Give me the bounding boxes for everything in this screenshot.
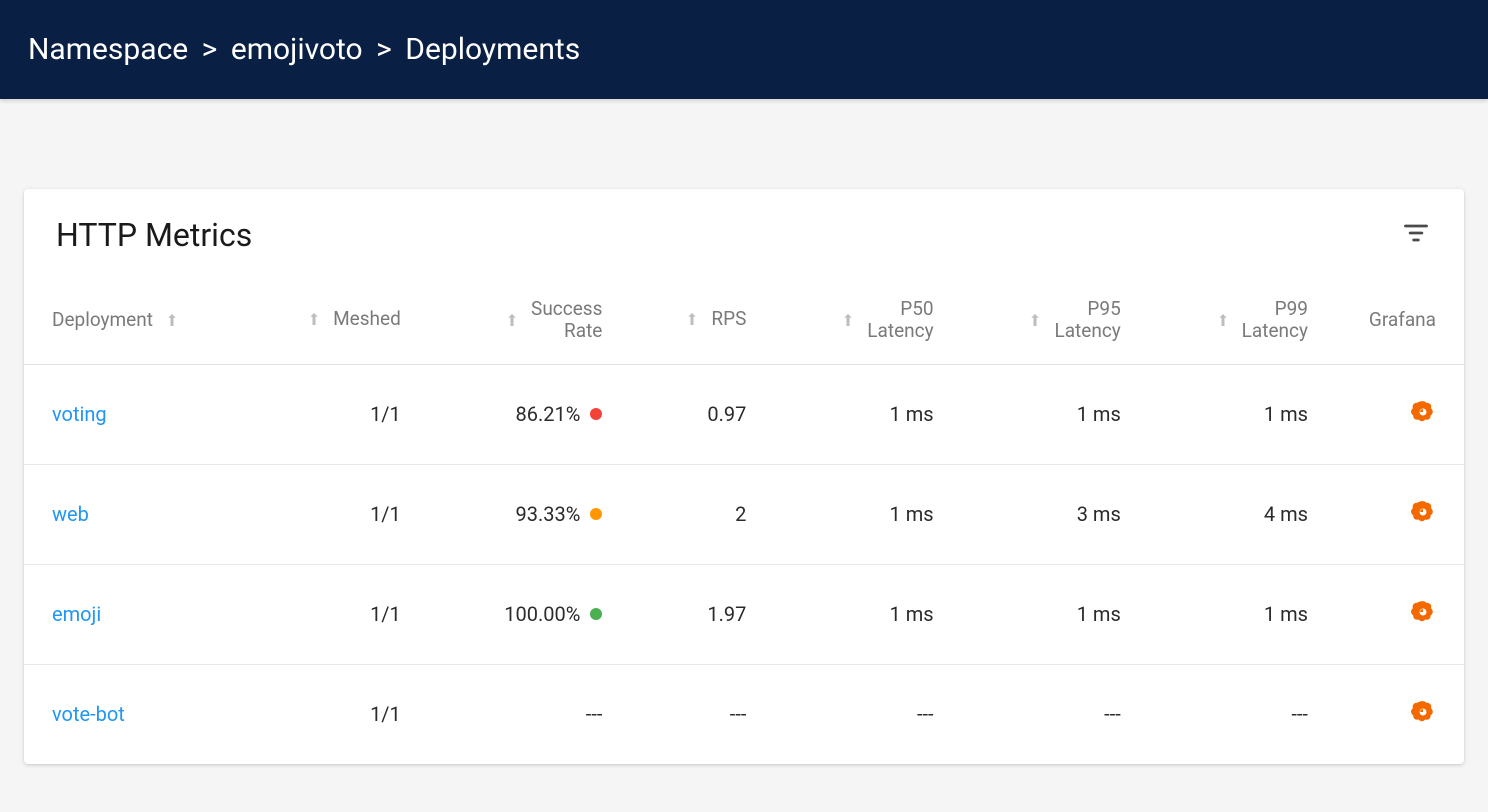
cell-rps: 0.97	[614, 364, 758, 464]
cell-p99: 1 ms	[1133, 564, 1320, 664]
deployment-link[interactable]: voting	[52, 402, 107, 426]
cell-p50: 1 ms	[758, 464, 945, 564]
card-title: HTTP Metrics	[56, 216, 252, 254]
cell-p99: ---	[1133, 664, 1320, 764]
status-dot-icon	[590, 408, 602, 420]
breadcrumb-deployments[interactable]: Deployments	[405, 32, 580, 67]
grafana-icon	[1410, 499, 1436, 530]
col-label: Meshed	[333, 307, 401, 330]
success-rate-value: 86.21%	[516, 402, 581, 426]
col-p99[interactable]: P99 Latency	[1133, 280, 1320, 364]
col-label: Success	[531, 298, 602, 320]
cell-meshed: 1/1	[269, 564, 413, 664]
success-rate-value: 93.33%	[516, 502, 581, 526]
col-label: Deployment	[52, 308, 153, 331]
cell-meshed: 1/1	[269, 664, 413, 764]
http-metrics-card: HTTP Metrics	[24, 189, 1464, 764]
col-label: Rate	[564, 320, 602, 342]
deployment-link[interactable]: emoji	[52, 602, 101, 626]
success-rate-value: 100.00%	[504, 602, 580, 626]
grafana-icon	[1410, 399, 1436, 430]
sort-arrow-icon	[1026, 311, 1044, 329]
cell-meshed: 1/1	[269, 364, 413, 464]
status-dot-icon	[590, 508, 602, 520]
sort-arrow-icon	[839, 311, 857, 329]
table-row: voting 1/1 86.21% 0.97 1 ms 1 ms 1 ms	[24, 364, 1464, 464]
breadcrumb-emojivoto[interactable]: emojivoto	[231, 32, 363, 67]
cell-p99: 1 ms	[1133, 364, 1320, 464]
sort-arrow-icon	[503, 311, 521, 329]
cell-p50: 1 ms	[758, 364, 945, 464]
page-content: HTTP Metrics	[0, 99, 1488, 788]
sort-arrow-icon	[1214, 311, 1232, 329]
cell-p95: ---	[946, 664, 1133, 764]
col-label: P99	[1275, 298, 1308, 320]
col-meshed[interactable]: Meshed	[269, 280, 413, 364]
col-p50[interactable]: P50 Latency	[758, 280, 945, 364]
cell-success-rate: 86.21%	[413, 364, 615, 464]
deployment-link[interactable]: web	[52, 502, 89, 526]
table-row: emoji 1/1 100.00% 1.97 1 ms 1 ms 1 ms	[24, 564, 1464, 664]
grafana-link[interactable]	[1410, 499, 1436, 530]
cell-rps: 2	[614, 464, 758, 564]
col-label: Latency	[867, 320, 933, 342]
cell-p99: 4 ms	[1133, 464, 1320, 564]
cell-success-rate: ---	[413, 664, 615, 764]
grafana-link[interactable]	[1410, 599, 1436, 630]
grafana-link[interactable]	[1410, 699, 1436, 730]
col-success-rate[interactable]: Success Rate	[413, 280, 615, 364]
filter-icon	[1402, 219, 1430, 250]
cell-p95: 3 ms	[946, 464, 1133, 564]
col-label: P50	[900, 298, 933, 320]
grafana-icon	[1410, 599, 1436, 630]
filter-button[interactable]	[1396, 213, 1436, 256]
col-grafana: Grafana	[1320, 280, 1464, 364]
breadcrumb-namespace[interactable]: Namespace	[28, 32, 188, 67]
cell-p95: 1 ms	[946, 364, 1133, 464]
sort-arrow-icon	[683, 310, 701, 328]
col-label: P95	[1087, 298, 1120, 320]
cell-success-rate: 100.00%	[413, 564, 615, 664]
grafana-icon	[1410, 699, 1436, 730]
col-deployment[interactable]: Deployment	[24, 280, 269, 364]
breadcrumb-sep: >	[202, 32, 218, 67]
sort-arrow-icon	[305, 310, 323, 328]
grafana-link[interactable]	[1410, 399, 1436, 430]
table-row: web 1/1 93.33% 2 1 ms 3 ms 4 ms	[24, 464, 1464, 564]
col-label: Grafana	[1369, 308, 1436, 331]
col-rps[interactable]: RPS	[614, 280, 758, 364]
col-label: Latency	[1054, 320, 1120, 342]
col-p95[interactable]: P95 Latency	[946, 280, 1133, 364]
col-label: Latency	[1242, 320, 1308, 342]
cell-success-rate: 93.33%	[413, 464, 615, 564]
table-row: vote-bot 1/1 --- --- --- --- ---	[24, 664, 1464, 764]
deployment-link[interactable]: vote-bot	[52, 702, 125, 726]
cell-meshed: 1/1	[269, 464, 413, 564]
cell-rps: ---	[614, 664, 758, 764]
cell-p50: 1 ms	[758, 564, 945, 664]
breadcrumb-sep: >	[376, 32, 392, 67]
status-dot-icon	[590, 608, 602, 620]
metrics-table: Deployment Meshed	[24, 280, 1464, 764]
cell-rps: 1.97	[614, 564, 758, 664]
breadcrumb-header: Namespace > emojivoto > Deployments	[0, 0, 1488, 99]
sort-arrow-icon	[163, 311, 181, 329]
cell-p50: ---	[758, 664, 945, 764]
cell-p95: 1 ms	[946, 564, 1133, 664]
col-label: RPS	[711, 307, 746, 330]
success-rate-value: ---	[586, 702, 603, 726]
card-header: HTTP Metrics	[24, 189, 1464, 280]
